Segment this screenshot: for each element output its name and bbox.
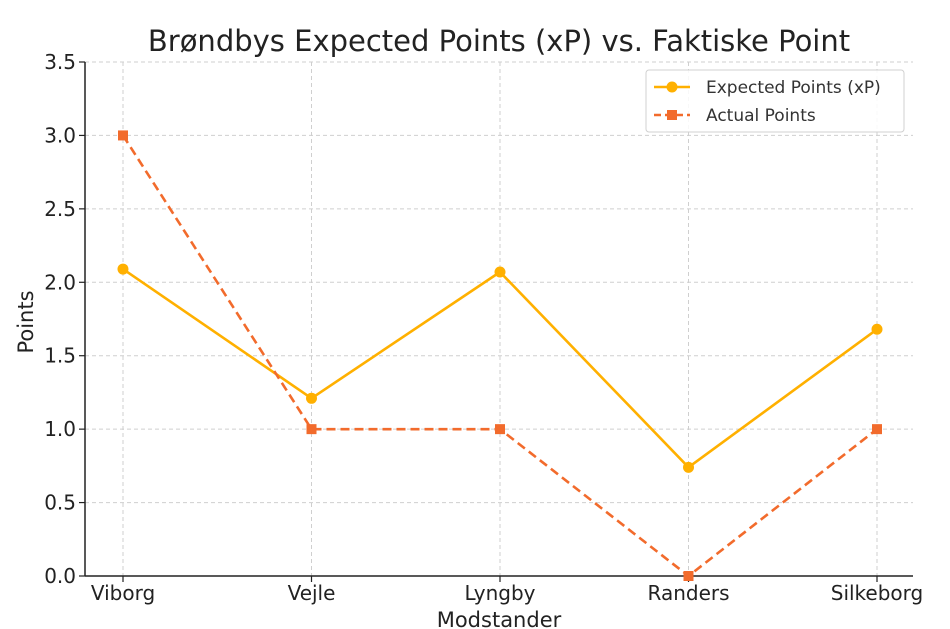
grid <box>85 61 913 577</box>
legend-marker-actual <box>667 110 677 120</box>
x-tick-label: Viborg <box>91 581 155 605</box>
legend-label-expected: Expected Points (xP) <box>706 78 881 98</box>
y-tick-label: 0.0 <box>44 564 76 588</box>
y-tick-label: 3.0 <box>44 123 76 147</box>
legend: Expected Points (xP) Actual Points <box>645 69 905 133</box>
y-tick-label: 0.5 <box>44 491 76 515</box>
point-expected <box>871 323 883 335</box>
point-expected <box>306 392 317 404</box>
y-tick-label: 2.0 <box>44 270 76 294</box>
x-tick-label: Lyngby <box>464 581 535 605</box>
axes: 0.0 0.5 1.0 1.5 2.0 2.5 3.0 3.5 Viborg Vejle Lyngb… <box>44 50 923 605</box>
y-tick-label: 2.5 <box>44 197 76 221</box>
point-expected <box>117 263 129 275</box>
y-tick-label: 3.5 <box>44 50 76 74</box>
x-tick-label: Vejle <box>288 581 336 605</box>
y-tick-label: 1.5 <box>44 344 76 368</box>
point-expected <box>683 461 694 473</box>
x-tick-label: Randers <box>647 581 729 605</box>
chart-title: Brøndbys Expected Points (xP) vs. Faktis… <box>148 24 850 58</box>
y-tick-label: 1.0 <box>44 417 76 441</box>
point-actual <box>872 424 882 435</box>
point-expected <box>494 266 506 278</box>
legend-box <box>645 69 905 133</box>
point-actual <box>118 130 128 141</box>
y-axis-label: Points <box>14 290 38 353</box>
point-actual <box>306 424 317 435</box>
series <box>117 130 883 581</box>
point-actual <box>495 424 505 435</box>
x-axis-label: Modstander <box>437 608 562 629</box>
x-tick-label: Silkeborg <box>831 581 923 605</box>
series-line-expected <box>122 267 878 469</box>
point-actual <box>683 571 694 581</box>
legend-label-actual: Actual Points <box>706 106 816 126</box>
legend-marker-expected <box>666 81 678 93</box>
